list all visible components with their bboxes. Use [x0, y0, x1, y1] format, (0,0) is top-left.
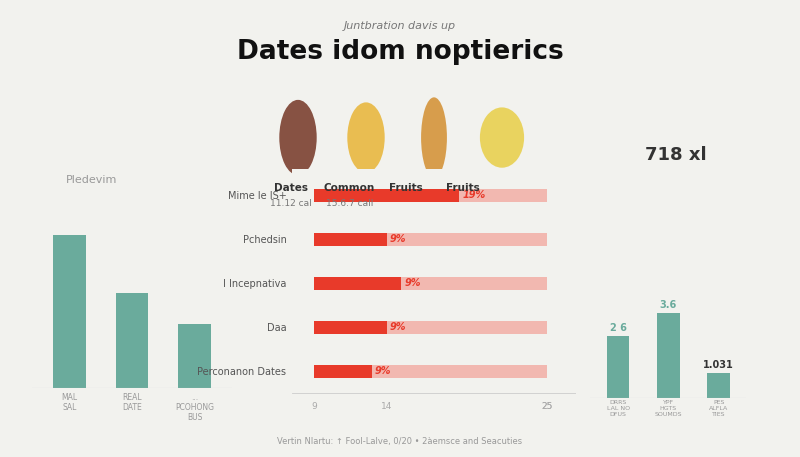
Text: 19%: 19%	[462, 191, 486, 201]
Text: 9%: 9%	[375, 366, 391, 376]
Bar	[314, 321, 547, 334]
Bar	[314, 189, 459, 202]
Text: Juntbration davis up: Juntbration davis up	[344, 21, 456, 31]
Bar	[314, 365, 547, 378]
Text: Pledevim: Pledevim	[66, 175, 118, 185]
Bar	[606, 336, 630, 398]
Bar	[178, 324, 210, 388]
Bar	[707, 373, 730, 398]
Bar	[116, 293, 148, 388]
Bar	[54, 235, 86, 388]
Bar	[314, 365, 372, 378]
Text: 1.031: 1.031	[703, 360, 734, 370]
Bar	[314, 189, 547, 202]
Text: 9%: 9%	[390, 322, 406, 332]
Text: 718 xl: 718 xl	[645, 146, 707, 165]
Bar	[314, 277, 402, 290]
Text: 9%: 9%	[404, 278, 421, 288]
Text: 15.6.7 call: 15.6.7 call	[326, 199, 374, 208]
Text: 3.6: 3.6	[660, 300, 677, 309]
Ellipse shape	[347, 102, 385, 173]
Text: 2 6: 2 6	[610, 323, 626, 333]
Text: Dates idom noptierics: Dates idom noptierics	[237, 39, 563, 65]
Text: Fruits: Fruits	[446, 183, 479, 193]
Ellipse shape	[421, 97, 447, 178]
Text: Fruits: Fruits	[389, 183, 422, 193]
Bar	[314, 321, 386, 334]
Text: 9%: 9%	[390, 234, 406, 244]
Text: Dates: Dates	[274, 183, 308, 193]
Text: 11.12 cal: 11.12 cal	[270, 199, 312, 208]
Text: Common: Common	[324, 183, 375, 193]
Ellipse shape	[480, 107, 524, 168]
Ellipse shape	[279, 100, 317, 175]
Point	[360, 184, 373, 191]
Bar	[314, 233, 547, 246]
Text: Vertin Nlartu: ↑ Fool-Lalve, 0/20 • 2àemsce and Seacuties: Vertin Nlartu: ↑ Fool-Lalve, 0/20 • 2àem…	[278, 436, 522, 446]
Bar	[657, 313, 680, 398]
Bar	[314, 277, 547, 290]
Bar	[314, 233, 386, 246]
